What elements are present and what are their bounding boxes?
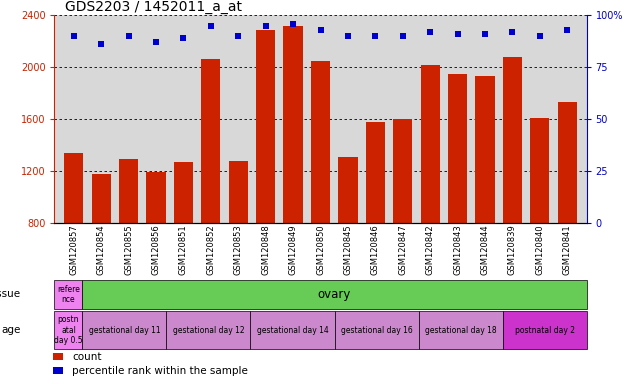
Point — [535, 33, 545, 39]
Bar — [174, 162, 193, 223]
Bar — [448, 74, 467, 223]
Bar — [503, 311, 587, 349]
Point — [562, 27, 572, 33]
Bar — [54, 311, 83, 349]
Text: count: count — [72, 352, 102, 362]
Text: gestational day 14: gestational day 14 — [256, 326, 328, 335]
Point — [343, 33, 353, 39]
Bar — [92, 174, 111, 223]
Bar — [53, 353, 63, 361]
Text: gestational day 11: gestational day 11 — [88, 326, 160, 335]
Point — [96, 41, 106, 48]
Text: age: age — [1, 325, 21, 335]
Text: gestational day 12: gestational day 12 — [172, 326, 244, 335]
Text: postnatal day 2: postnatal day 2 — [515, 326, 574, 335]
Bar — [119, 159, 138, 223]
Point — [206, 23, 216, 29]
Point — [453, 31, 463, 37]
Bar — [146, 172, 165, 223]
Bar — [420, 65, 440, 223]
Bar — [64, 153, 83, 223]
Bar — [201, 60, 221, 223]
Text: GDS2203 / 1452011_a_at: GDS2203 / 1452011_a_at — [65, 0, 242, 14]
Bar — [476, 76, 495, 223]
Bar — [366, 122, 385, 223]
Bar — [503, 57, 522, 223]
Point — [370, 33, 381, 39]
Point — [315, 27, 326, 33]
Text: postn
atal
day 0.5: postn atal day 0.5 — [54, 315, 83, 345]
Point — [260, 23, 271, 29]
Bar — [311, 61, 330, 223]
Point — [69, 33, 79, 39]
Bar — [54, 280, 83, 309]
Point — [425, 29, 435, 35]
Point — [507, 29, 517, 35]
Point — [288, 21, 298, 27]
Point — [233, 33, 244, 39]
Bar — [256, 30, 275, 223]
Bar — [251, 311, 335, 349]
Text: tissue: tissue — [0, 289, 21, 300]
Point — [397, 33, 408, 39]
Bar — [393, 119, 412, 223]
Text: gestational day 16: gestational day 16 — [340, 326, 412, 335]
Point — [178, 35, 188, 41]
Bar — [167, 311, 251, 349]
Bar — [558, 102, 577, 223]
Bar — [53, 367, 63, 374]
Bar — [83, 311, 167, 349]
Bar — [229, 161, 248, 223]
Bar — [335, 311, 419, 349]
Point — [151, 39, 161, 45]
Text: ovary: ovary — [318, 288, 351, 301]
Bar — [338, 157, 358, 223]
Bar — [419, 311, 503, 349]
Text: refere
nce: refere nce — [57, 285, 80, 304]
Text: gestational day 18: gestational day 18 — [425, 326, 496, 335]
Bar — [530, 118, 549, 223]
Point — [124, 33, 134, 39]
Bar — [283, 26, 303, 223]
Point — [480, 31, 490, 37]
Text: percentile rank within the sample: percentile rank within the sample — [72, 366, 248, 376]
